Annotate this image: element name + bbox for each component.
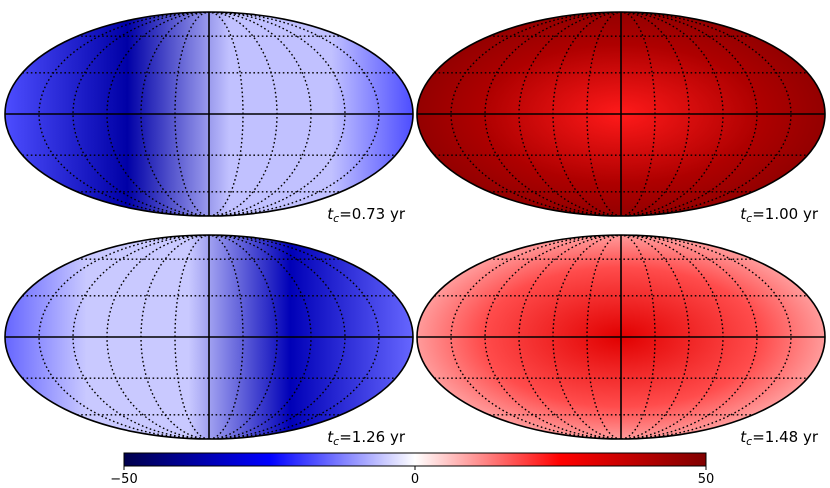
colorbar-ticks: −50 0 50 (110, 466, 714, 487)
meridian-line (208, 235, 380, 439)
meridian-line (620, 235, 792, 439)
meridian-line (38, 12, 210, 216)
colorbar-tick-label: 50 (698, 472, 715, 487)
meridian-line (620, 12, 758, 216)
meridian-line (72, 235, 210, 439)
panel-label-4: tc=1.48 yr (740, 428, 819, 448)
meridian-line (620, 12, 792, 216)
meridian-line (484, 235, 622, 439)
meridian-line (484, 12, 622, 216)
map-outline (4, 234, 414, 440)
map-outline (4, 11, 414, 217)
map-outline (416, 11, 826, 217)
panel-label-1: tc=0.73 yr (327, 205, 406, 225)
colorbar-gradient (123, 452, 707, 467)
colorbar-tick-label: 0 (411, 472, 419, 487)
map-outline (416, 234, 826, 440)
map-panel-1 (4, 11, 414, 217)
meridian-line (620, 235, 758, 439)
meridian-line (208, 235, 346, 439)
meridian-line (38, 235, 210, 439)
meridian-line (450, 235, 622, 439)
panel-label-3: tc=1.26 yr (327, 428, 406, 448)
map-panel-3 (4, 234, 414, 440)
meridian-line (208, 12, 346, 216)
panel-label-2: tc=1.00 yr (740, 205, 819, 225)
meridian-line (72, 12, 210, 216)
colorbar: −50 0 50 (110, 452, 714, 487)
map-panel-2 (416, 11, 826, 217)
meridian-line (208, 12, 380, 216)
map-panel-4 (416, 234, 826, 440)
meridian-line (450, 12, 622, 216)
colorbar-tick-label: −50 (110, 472, 137, 487)
